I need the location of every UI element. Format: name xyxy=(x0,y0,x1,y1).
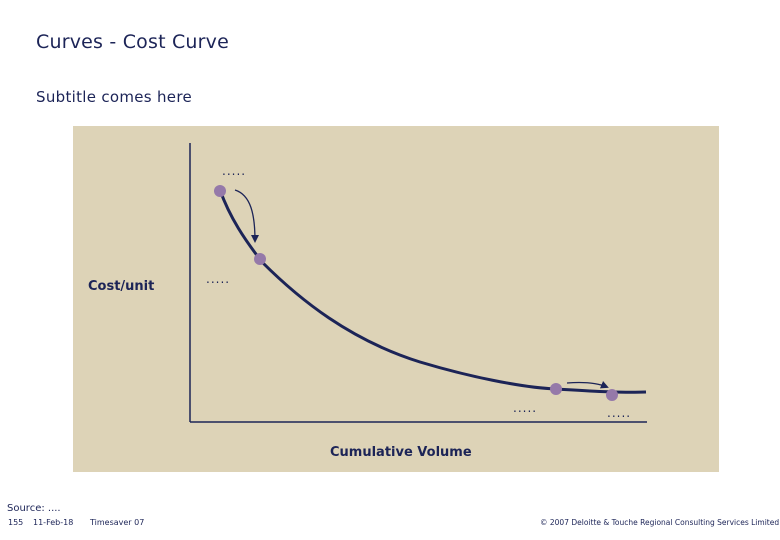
curve-point-4 xyxy=(606,389,618,401)
slide-subtitle: Subtitle comes here xyxy=(36,88,192,106)
curve-point-1 xyxy=(214,185,226,197)
diagram-panel xyxy=(73,126,719,472)
copyright-notice: © 2007 Deloitte & Touche Regional Consul… xyxy=(540,518,780,527)
arrow-late xyxy=(566,381,609,389)
source-note: Source: .... xyxy=(7,503,61,514)
curve-point-3 xyxy=(550,383,562,395)
point-label-2: ..... xyxy=(206,272,231,286)
footer-date: 11-Feb-18 xyxy=(33,518,74,527)
cost-curve xyxy=(218,189,647,394)
point-label-3: ..... xyxy=(513,401,538,415)
point-label-1: ..... xyxy=(222,164,247,178)
curve-point-2 xyxy=(254,253,266,265)
point-label-4: ..... xyxy=(607,406,632,420)
x-axis-label: Cumulative Volume xyxy=(330,445,472,460)
page-number: 155 xyxy=(8,518,24,527)
y-axis-label: Cost/unit xyxy=(88,279,155,294)
arrow-early xyxy=(234,189,259,243)
slide-title: Curves - Cost Curve xyxy=(36,31,230,53)
template-name: Timesaver 07 xyxy=(90,518,145,527)
